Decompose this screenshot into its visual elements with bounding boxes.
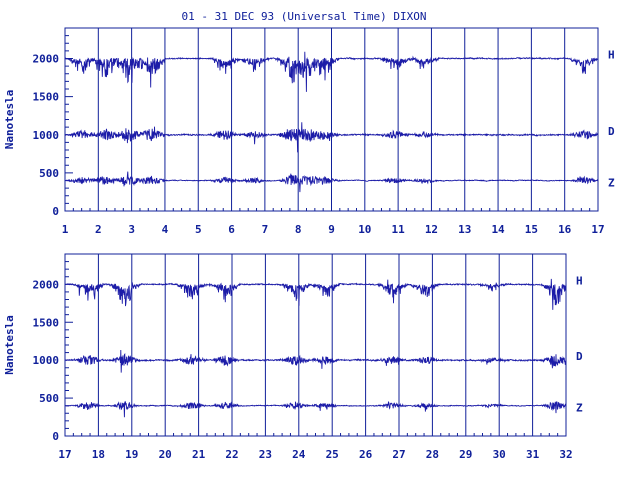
panel-top: 1 2 3 4 5 6 7 8 9 10 11 12 13 14 15 16 17050010001500200…	[3, 27, 615, 236]
x-tick-label: 18	[92, 448, 105, 461]
x-tick-label: 20	[159, 448, 172, 461]
trace-h	[64, 278, 567, 310]
trace-d	[64, 349, 567, 373]
x-tick-label: 24	[292, 448, 306, 461]
y-tick-label: 1500	[33, 91, 60, 104]
series-label-h: H	[608, 49, 615, 62]
x-tick-label: 19	[125, 448, 138, 461]
x-tick-label: 11	[392, 223, 406, 236]
x-tick-label: 12	[425, 223, 438, 236]
y-tick-label: 0	[52, 205, 59, 218]
x-tick-label: 32	[559, 448, 572, 461]
x-tick-label: 15	[525, 223, 538, 236]
x-tick-label: 17	[58, 448, 71, 461]
x-tick-label: 8	[295, 223, 302, 236]
y-axis-label: Nanotesla	[3, 315, 16, 375]
x-tick-label: 30	[493, 448, 506, 461]
series-label-d: D	[608, 125, 615, 138]
trace-z	[64, 400, 567, 418]
x-tick-label: 22	[225, 448, 238, 461]
x-tick-label: 9	[328, 223, 335, 236]
x-tick-label: 17	[591, 223, 604, 236]
x-tick-label: 29	[459, 448, 472, 461]
x-tick-label: 5	[195, 223, 202, 236]
y-tick-label: 500	[39, 392, 59, 405]
x-tick-label: 1	[62, 223, 69, 236]
plot-frame	[64, 253, 567, 437]
series-label-d: D	[576, 350, 583, 363]
series-label-z: Z	[608, 177, 615, 190]
x-tick-label: 4	[162, 223, 169, 236]
y-tick-label: 1000	[33, 354, 60, 367]
x-tick-label: 13	[458, 223, 471, 236]
y-tick-label: 1000	[33, 129, 60, 142]
x-tick-label: 28	[426, 448, 439, 461]
x-tick-label: 21	[192, 448, 206, 461]
x-tick-label: 25	[326, 448, 339, 461]
trace-h	[64, 51, 599, 92]
x-tick-label: 14	[491, 223, 505, 236]
y-tick-label: 2000	[33, 53, 60, 66]
y-tick-label: 2000	[33, 278, 60, 291]
x-tick-label: 27	[392, 448, 405, 461]
panel-bottom: 17 18 19 20 21 22 23 24 25 26 27 28 29 30 31 32 0 500 1000…	[3, 253, 583, 461]
y-tick-label: 500	[39, 167, 59, 180]
trace-d	[64, 122, 599, 153]
x-tick-label: 3	[128, 223, 135, 236]
y-tick-label: 1500	[33, 316, 60, 329]
x-tick-label: 26	[359, 448, 373, 461]
x-tick-label: 2	[95, 223, 102, 236]
series-label-z: Z	[576, 402, 583, 415]
trace-z	[64, 171, 599, 193]
x-tick-label: 10	[358, 223, 371, 236]
series-label-h: H	[576, 274, 583, 287]
chart-title: 01 - 31 DEC 93 (Universal Time) DIXON	[181, 10, 426, 23]
x-tick-label: 6	[228, 223, 235, 236]
x-tick-label: 23	[259, 448, 272, 461]
x-tick-label: 16	[558, 223, 572, 236]
x-tick-label: 7	[262, 223, 269, 236]
y-axis-label: Nanotesla	[3, 90, 16, 150]
y-tick-label: 0	[52, 430, 59, 443]
x-tick-label: 31	[526, 448, 540, 461]
